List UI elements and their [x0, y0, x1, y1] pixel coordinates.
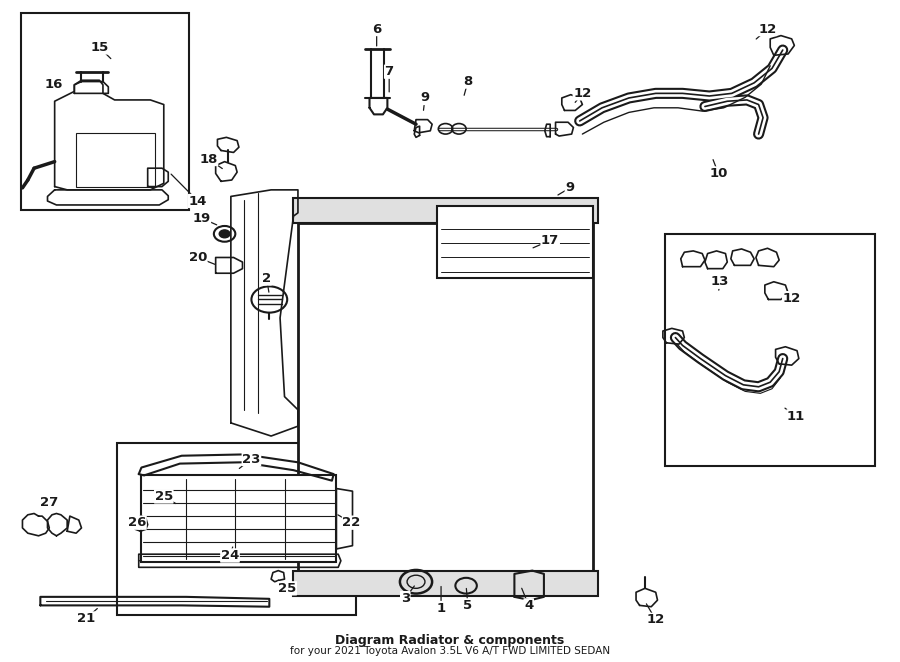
Text: 10: 10: [709, 167, 727, 180]
Bar: [21, 13, 189, 210]
Text: 5: 5: [464, 599, 472, 612]
Text: 19: 19: [193, 212, 211, 224]
Circle shape: [220, 230, 230, 238]
Text: 12: 12: [759, 23, 777, 36]
Text: 27: 27: [40, 496, 58, 510]
Text: 18: 18: [199, 152, 218, 166]
Text: 9: 9: [565, 181, 574, 195]
Bar: [302, 226, 589, 567]
Text: 9: 9: [420, 91, 429, 105]
Bar: [117, 443, 356, 614]
Text: 16: 16: [45, 78, 63, 91]
Bar: [298, 222, 593, 571]
Text: 1: 1: [436, 602, 446, 614]
Text: 25: 25: [155, 490, 173, 503]
Text: 17: 17: [541, 234, 559, 247]
Text: 14: 14: [189, 195, 207, 207]
Text: 23: 23: [242, 453, 261, 465]
Text: 26: 26: [128, 516, 146, 529]
Text: for your 2021 Toyota Avalon 3.5L V6 A/T FWD LIMITED SEDAN: for your 2021 Toyota Avalon 3.5L V6 A/T …: [290, 646, 610, 656]
Bar: [76, 133, 155, 187]
Bar: [293, 198, 598, 222]
Text: 6: 6: [372, 23, 382, 36]
Text: 12: 12: [783, 292, 801, 305]
Text: 3: 3: [400, 592, 410, 604]
Text: 21: 21: [76, 612, 95, 625]
Text: 12: 12: [646, 613, 665, 626]
Text: 2: 2: [262, 272, 271, 285]
Text: 15: 15: [90, 41, 109, 54]
Text: Diagram Radiator & components: Diagram Radiator & components: [336, 634, 564, 647]
Bar: [293, 571, 598, 596]
Text: 22: 22: [343, 516, 361, 529]
Text: 8: 8: [464, 75, 472, 88]
Text: 12: 12: [573, 87, 591, 100]
Text: 20: 20: [189, 251, 207, 264]
Bar: [665, 234, 875, 465]
Text: 13: 13: [711, 275, 729, 288]
Text: 11: 11: [787, 410, 806, 423]
Text: 24: 24: [220, 549, 239, 562]
Bar: [436, 207, 593, 279]
Text: 7: 7: [384, 65, 393, 78]
Bar: [141, 475, 337, 562]
Text: 25: 25: [278, 582, 296, 595]
Text: 4: 4: [524, 599, 534, 612]
